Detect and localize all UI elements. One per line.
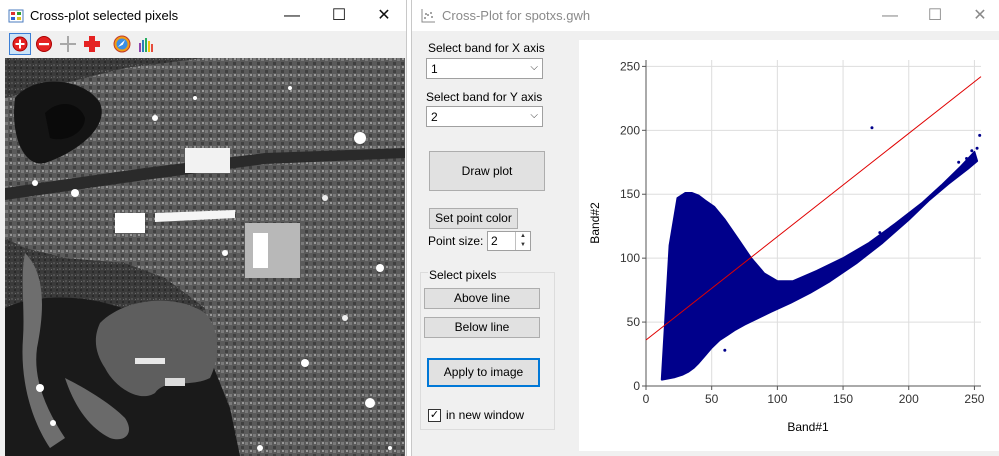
title-bar[interactable]: Cross-plot selected pixels — ☐ ✕ — [0, 0, 406, 31]
x-band-value: 1 — [431, 62, 438, 76]
maximize-button[interactable]: ☐ — [331, 7, 347, 24]
compass-button[interactable] — [111, 33, 133, 55]
pan-cross-icon — [60, 36, 76, 52]
data-point — [970, 149, 974, 153]
set-point-color-button[interactable]: Set point color — [429, 208, 518, 229]
y-tick-label: 200 — [620, 123, 640, 137]
minimize-button[interactable]: — — [284, 7, 300, 24]
x-axis-label: Band#1 — [787, 420, 829, 434]
draw-plot-button[interactable]: Draw plot — [429, 151, 545, 191]
y-tick-label: 150 — [620, 187, 640, 201]
x-tick-label: 150 — [833, 392, 853, 406]
x-tick-label: 0 — [643, 392, 650, 406]
y-tick-label: 0 — [633, 379, 640, 393]
cross-plot-selected-pixels-window: Cross-plot selected pixels — ☐ ✕ — [0, 0, 407, 456]
data-point — [978, 133, 982, 137]
x-tick-label: 50 — [705, 392, 719, 406]
spinner-arrows-icon[interactable]: ▲ ▼ — [515, 232, 530, 250]
threshold-line[interactable] — [645, 76, 982, 341]
y-band-value: 2 — [431, 110, 438, 124]
below-line-button[interactable]: Below line — [424, 317, 540, 338]
x-tick-label: 250 — [964, 392, 984, 406]
point-cloud — [660, 151, 979, 381]
zoom-in-button[interactable] — [9, 33, 31, 55]
select-pixels-label: Select pixels — [428, 268, 498, 282]
point-size-label: Point size: — [428, 234, 484, 248]
window-title: Cross-Plot for spotxs.gwh — [442, 8, 591, 23]
data-point — [975, 146, 979, 150]
minimize-button[interactable]: — — [882, 7, 898, 24]
classified-image-view[interactable] — [5, 58, 405, 456]
axes — [642, 60, 981, 390]
x-band-label: Select band for X axis — [428, 41, 545, 55]
threshold-line-path[interactable] — [645, 76, 982, 341]
toolbar — [0, 31, 406, 57]
close-button[interactable]: ✕ — [973, 7, 987, 24]
data-point — [965, 156, 969, 160]
data-point — [878, 231, 882, 235]
zoom-out-button[interactable] — [33, 33, 55, 55]
data-point — [957, 160, 961, 164]
zoom-in-icon — [12, 36, 28, 52]
compass-icon — [113, 35, 131, 53]
close-button[interactable]: ✕ — [377, 7, 391, 24]
y-tick-label: 50 — [627, 315, 641, 329]
above-line-button[interactable]: Above line — [424, 288, 540, 309]
cross-plot-window: Cross-Plot for spotxs.gwh — ☐ ✕ Select b… — [411, 0, 999, 456]
y-tick-label: 250 — [620, 59, 640, 73]
y-tick-label: 100 — [620, 251, 640, 265]
in-new-window-label: in new window — [446, 408, 525, 422]
chevron-down-icon: ⌵ — [530, 110, 538, 121]
move-button[interactable] — [81, 33, 103, 55]
app-icon — [8, 9, 24, 23]
x-tick-label: 100 — [767, 392, 787, 406]
in-new-window-checkbox[interactable]: ✓ — [428, 409, 441, 422]
data-point — [723, 348, 727, 352]
histogram-icon — [139, 38, 153, 52]
scatter-points — [660, 126, 982, 381]
scatter-plot-icon — [421, 9, 435, 23]
y-band-label: Select band for Y axis — [426, 90, 543, 104]
apply-to-image-button[interactable]: Apply to image — [427, 358, 540, 387]
x-band-select[interactable]: 1 ⌵ — [426, 58, 543, 79]
pan-button[interactable] — [57, 33, 79, 55]
move-cross-icon — [84, 36, 100, 52]
satellite-image — [5, 58, 405, 456]
chevron-down-icon: ⌵ — [530, 62, 538, 73]
scatter-chart[interactable]: 0 50 100 150 200 250 0 50 100 150 200 250 Band#1 Ba… — [579, 40, 999, 451]
point-size-value: 2 — [491, 234, 498, 248]
x-tick-label: 200 — [899, 392, 919, 406]
point-size-stepper[interactable]: 2 ▲ ▼ — [487, 231, 531, 251]
window-title: Cross-plot selected pixels — [30, 8, 179, 23]
y-band-select[interactable]: 2 ⌵ — [426, 106, 543, 127]
maximize-button[interactable]: ☐ — [927, 7, 943, 24]
tick-labels: 0 50 100 150 200 250 0 50 100 150 200 250 — [620, 59, 985, 406]
histogram-button[interactable] — [136, 33, 158, 55]
zoom-out-icon — [36, 36, 52, 52]
data-point — [870, 126, 874, 130]
title-bar[interactable]: Cross-Plot for spotxs.gwh — ☐ ✕ — [412, 0, 999, 31]
y-axis-label: Band#2 — [588, 202, 602, 244]
cross-plot-panel[interactable]: 0 50 100 150 200 250 0 50 100 150 200 250 Band#1 Ba… — [579, 40, 999, 451]
